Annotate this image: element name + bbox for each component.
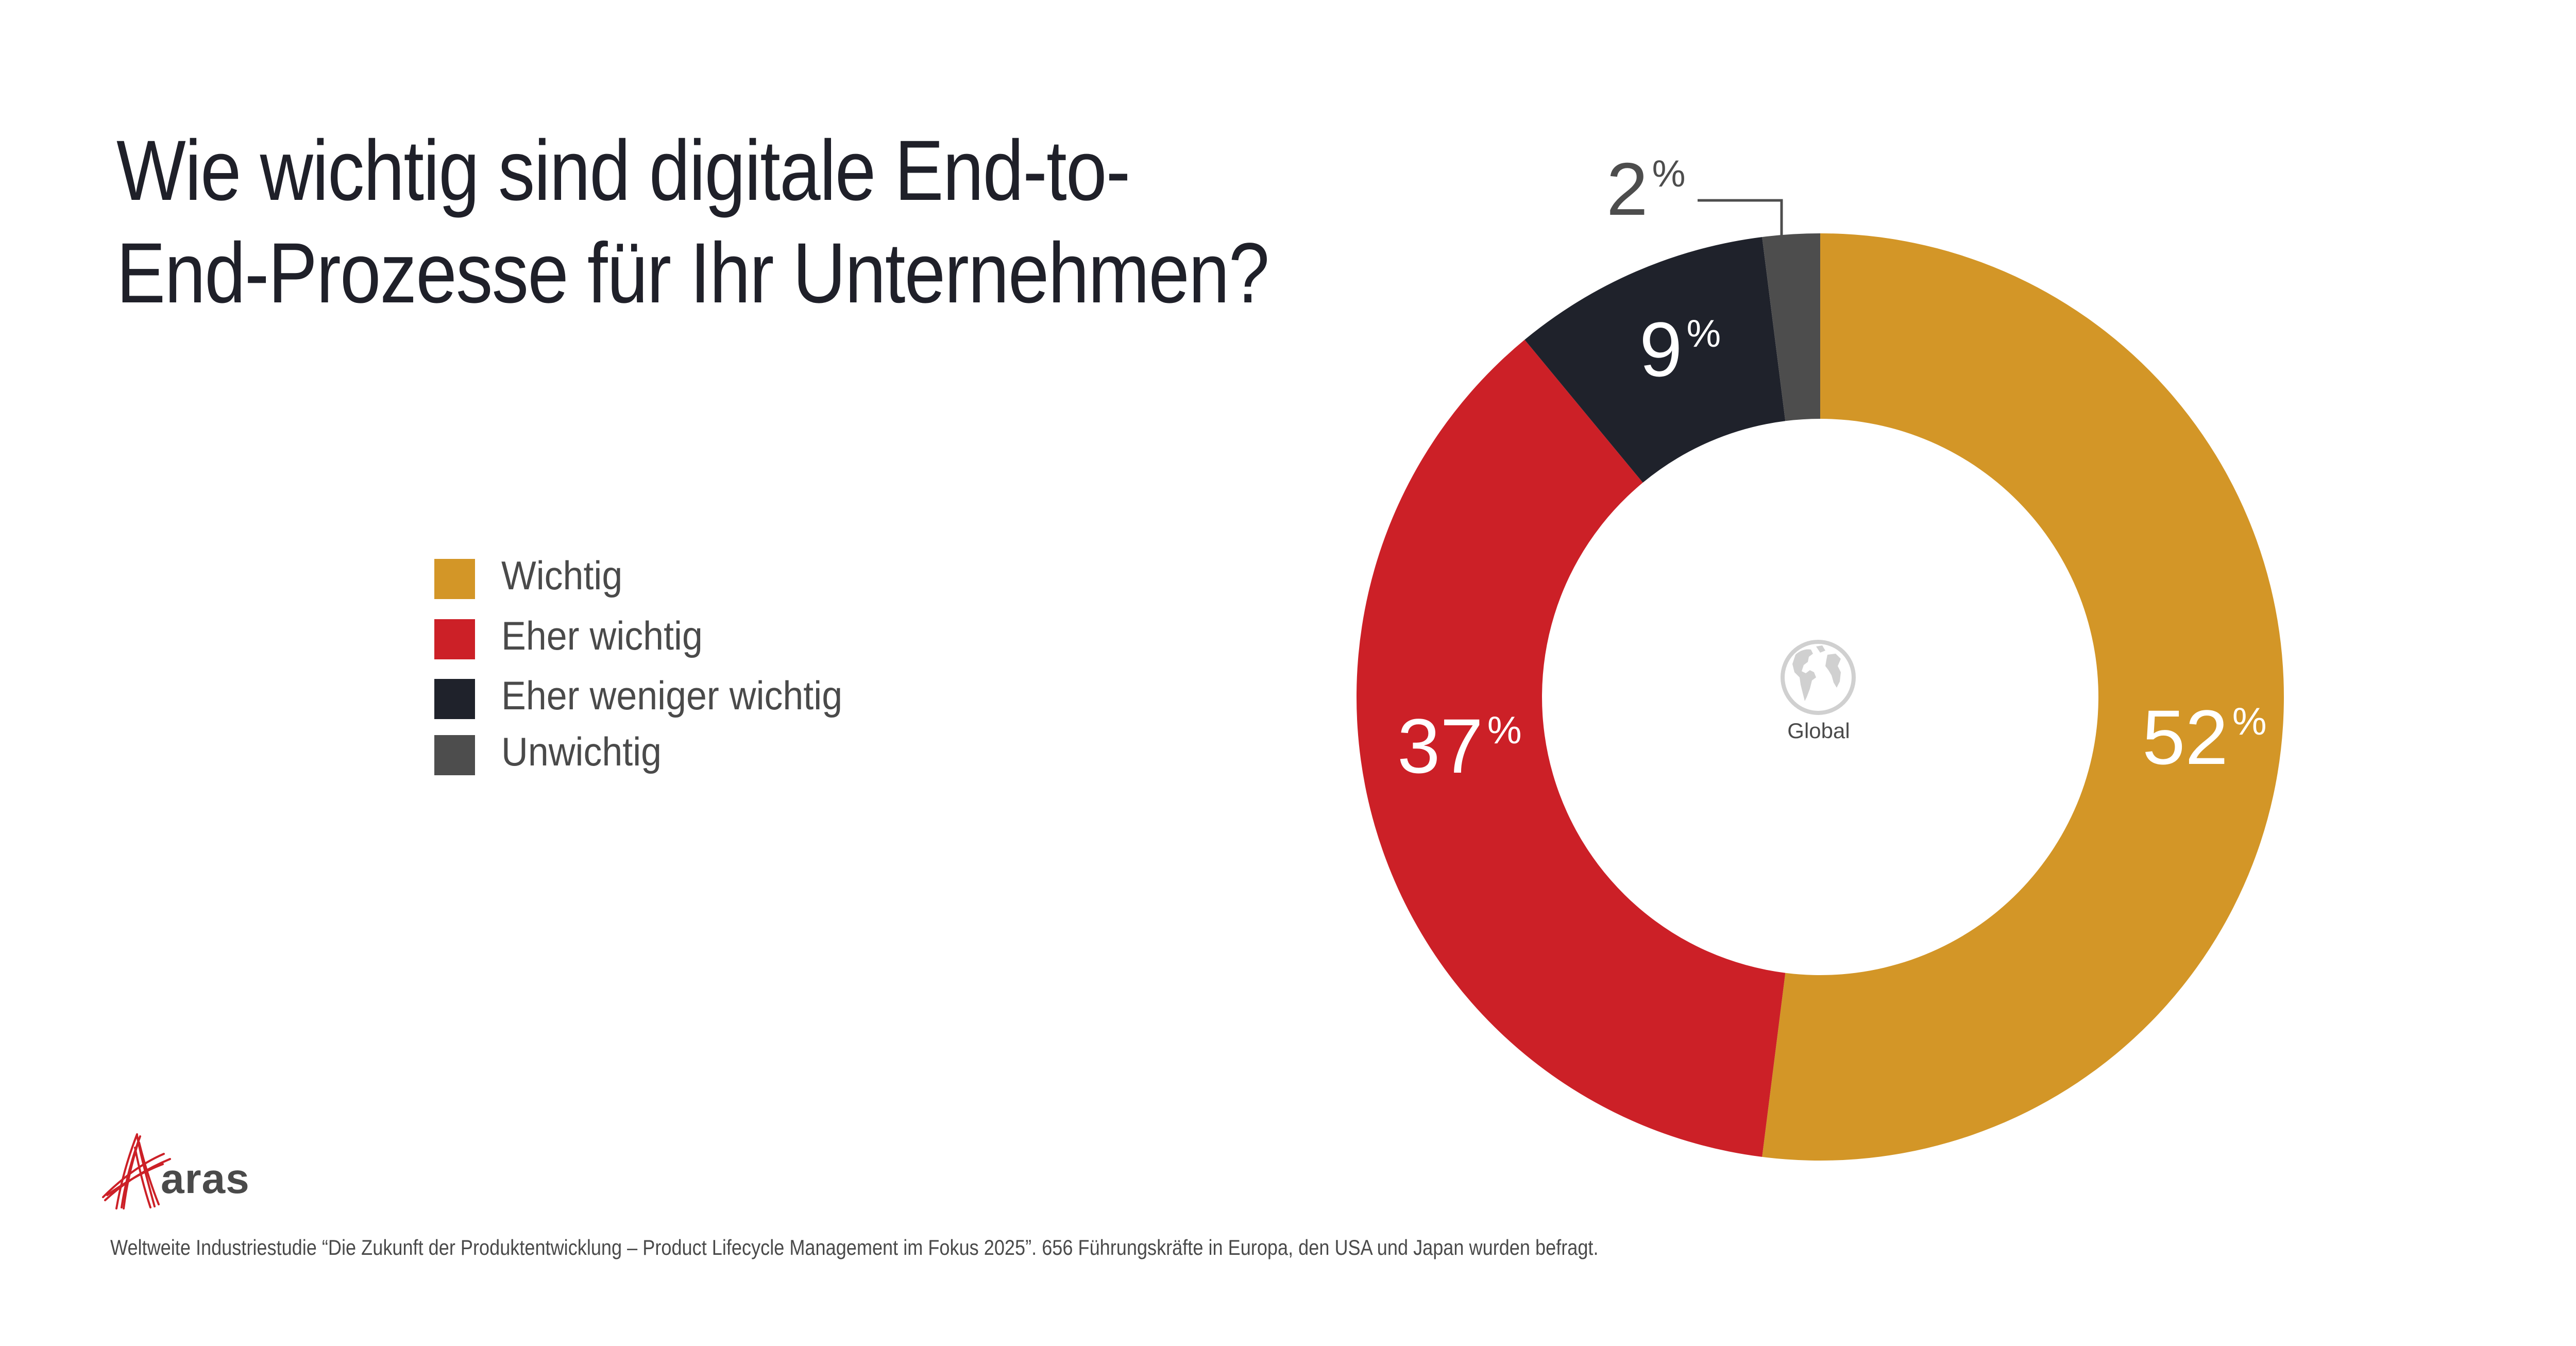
data-label-unit: % <box>1686 312 1721 355</box>
data-label-unit: % <box>1652 153 1686 195</box>
chart-title-line-2: End-Prozesse für Ihr Unternehmen? <box>116 226 1269 321</box>
chart-title-line-1: Wie wichtig sind digitale End-to- <box>116 123 1130 218</box>
data-label-unit: % <box>2232 700 2267 743</box>
footnote: Weltweite Industriestudie “Die Zukunft d… <box>110 1235 1599 1259</box>
legend-label: Unwichtig <box>501 729 662 774</box>
chart-title: Wie wichtig sind digitale End-to- End-Pr… <box>116 120 1269 325</box>
data-label-unit: % <box>1487 708 1522 752</box>
data-label-value: 52 <box>2142 694 2228 780</box>
donut-slice-eher-wichtig <box>1357 339 1786 1157</box>
legend-swatch <box>434 679 475 719</box>
legend-label: Eher weniger wichtig <box>501 673 843 718</box>
data-label-value: 2 <box>1606 147 1648 231</box>
data-label-value: 9 <box>1639 306 1682 393</box>
leader-line-unwichtig <box>1698 199 1783 240</box>
donut-slice-eher-weniger-wichtig <box>1524 237 1786 483</box>
legend-swatch <box>434 619 475 659</box>
legend-item-eher-weniger-wichtig: Eher weniger wichtig <box>434 675 1001 720</box>
legend-label: Wichtig <box>501 553 623 598</box>
donut-slices <box>1357 233 2284 1161</box>
legend-item-unwichtig: Unwichtig <box>434 731 1001 776</box>
legend-swatch <box>434 735 475 775</box>
data-label-eher-wichtig: 37% <box>1397 703 1522 789</box>
legend-item-eher-wichtig: Eher wichtig <box>434 615 1001 660</box>
logo-text: aras <box>161 1155 250 1202</box>
legend-label: Eher wichtig <box>501 613 703 658</box>
donut-slice-wichtig <box>1762 233 2284 1161</box>
data-label-unwichtig: 2% <box>1606 147 1686 231</box>
legend-swatch <box>434 559 475 599</box>
data-label-eher-weniger-wichtig: 9% <box>1639 306 1721 393</box>
data-label-value: 37 <box>1397 703 1483 789</box>
globe-icon <box>1780 639 1856 715</box>
legend-item-wichtig: Wichtig <box>434 555 1001 600</box>
donut-slice-unwichtig <box>1762 233 1820 421</box>
data-label-wichtig: 52% <box>2142 694 2267 780</box>
aras-logo-mark-icon <box>101 1132 256 1209</box>
donut-data-labels: 52 %37 %9 %2% <box>1397 147 2267 789</box>
center-label: Global <box>1787 719 1850 743</box>
